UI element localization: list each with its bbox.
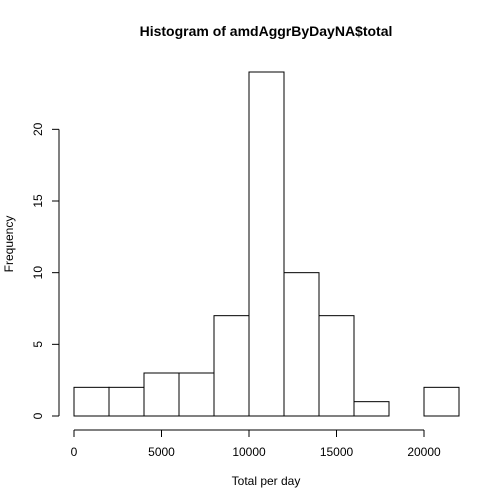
histogram-bar bbox=[108, 386, 145, 417]
histogram-bar bbox=[143, 372, 180, 417]
y-tick-label: 0 bbox=[31, 412, 45, 419]
x-tick-label: 5000 bbox=[148, 445, 175, 459]
x-tick-label: 15000 bbox=[320, 445, 354, 459]
y-tick-label: 10 bbox=[31, 266, 45, 280]
histogram-bar bbox=[318, 315, 355, 417]
x-axis: 0 5000 10000 15000 20000 bbox=[71, 429, 441, 459]
histogram-bar bbox=[213, 315, 250, 417]
y-tick-label: 5 bbox=[31, 341, 45, 348]
histogram-bar bbox=[353, 401, 390, 417]
histogram-bar bbox=[178, 372, 215, 417]
x-tick-label: 10000 bbox=[232, 445, 266, 459]
chart-title: Histogram of amdAggrByDayNA$total bbox=[140, 23, 393, 39]
y-axis: 0 5 10 15 20 bbox=[31, 122, 60, 419]
x-axis-label: Total per day bbox=[232, 474, 301, 488]
histogram-bar bbox=[73, 386, 110, 417]
y-tick-label: 15 bbox=[31, 194, 45, 208]
histogram-bar bbox=[248, 71, 285, 417]
y-axis-label: Frequency bbox=[2, 216, 16, 273]
bars-group bbox=[73, 71, 460, 417]
x-tick-label: 0 bbox=[71, 445, 78, 459]
y-tick-label: 20 bbox=[31, 122, 45, 136]
x-tick-label: 20000 bbox=[407, 445, 441, 459]
histogram-bar bbox=[283, 272, 320, 417]
histogram-bar bbox=[423, 386, 460, 417]
